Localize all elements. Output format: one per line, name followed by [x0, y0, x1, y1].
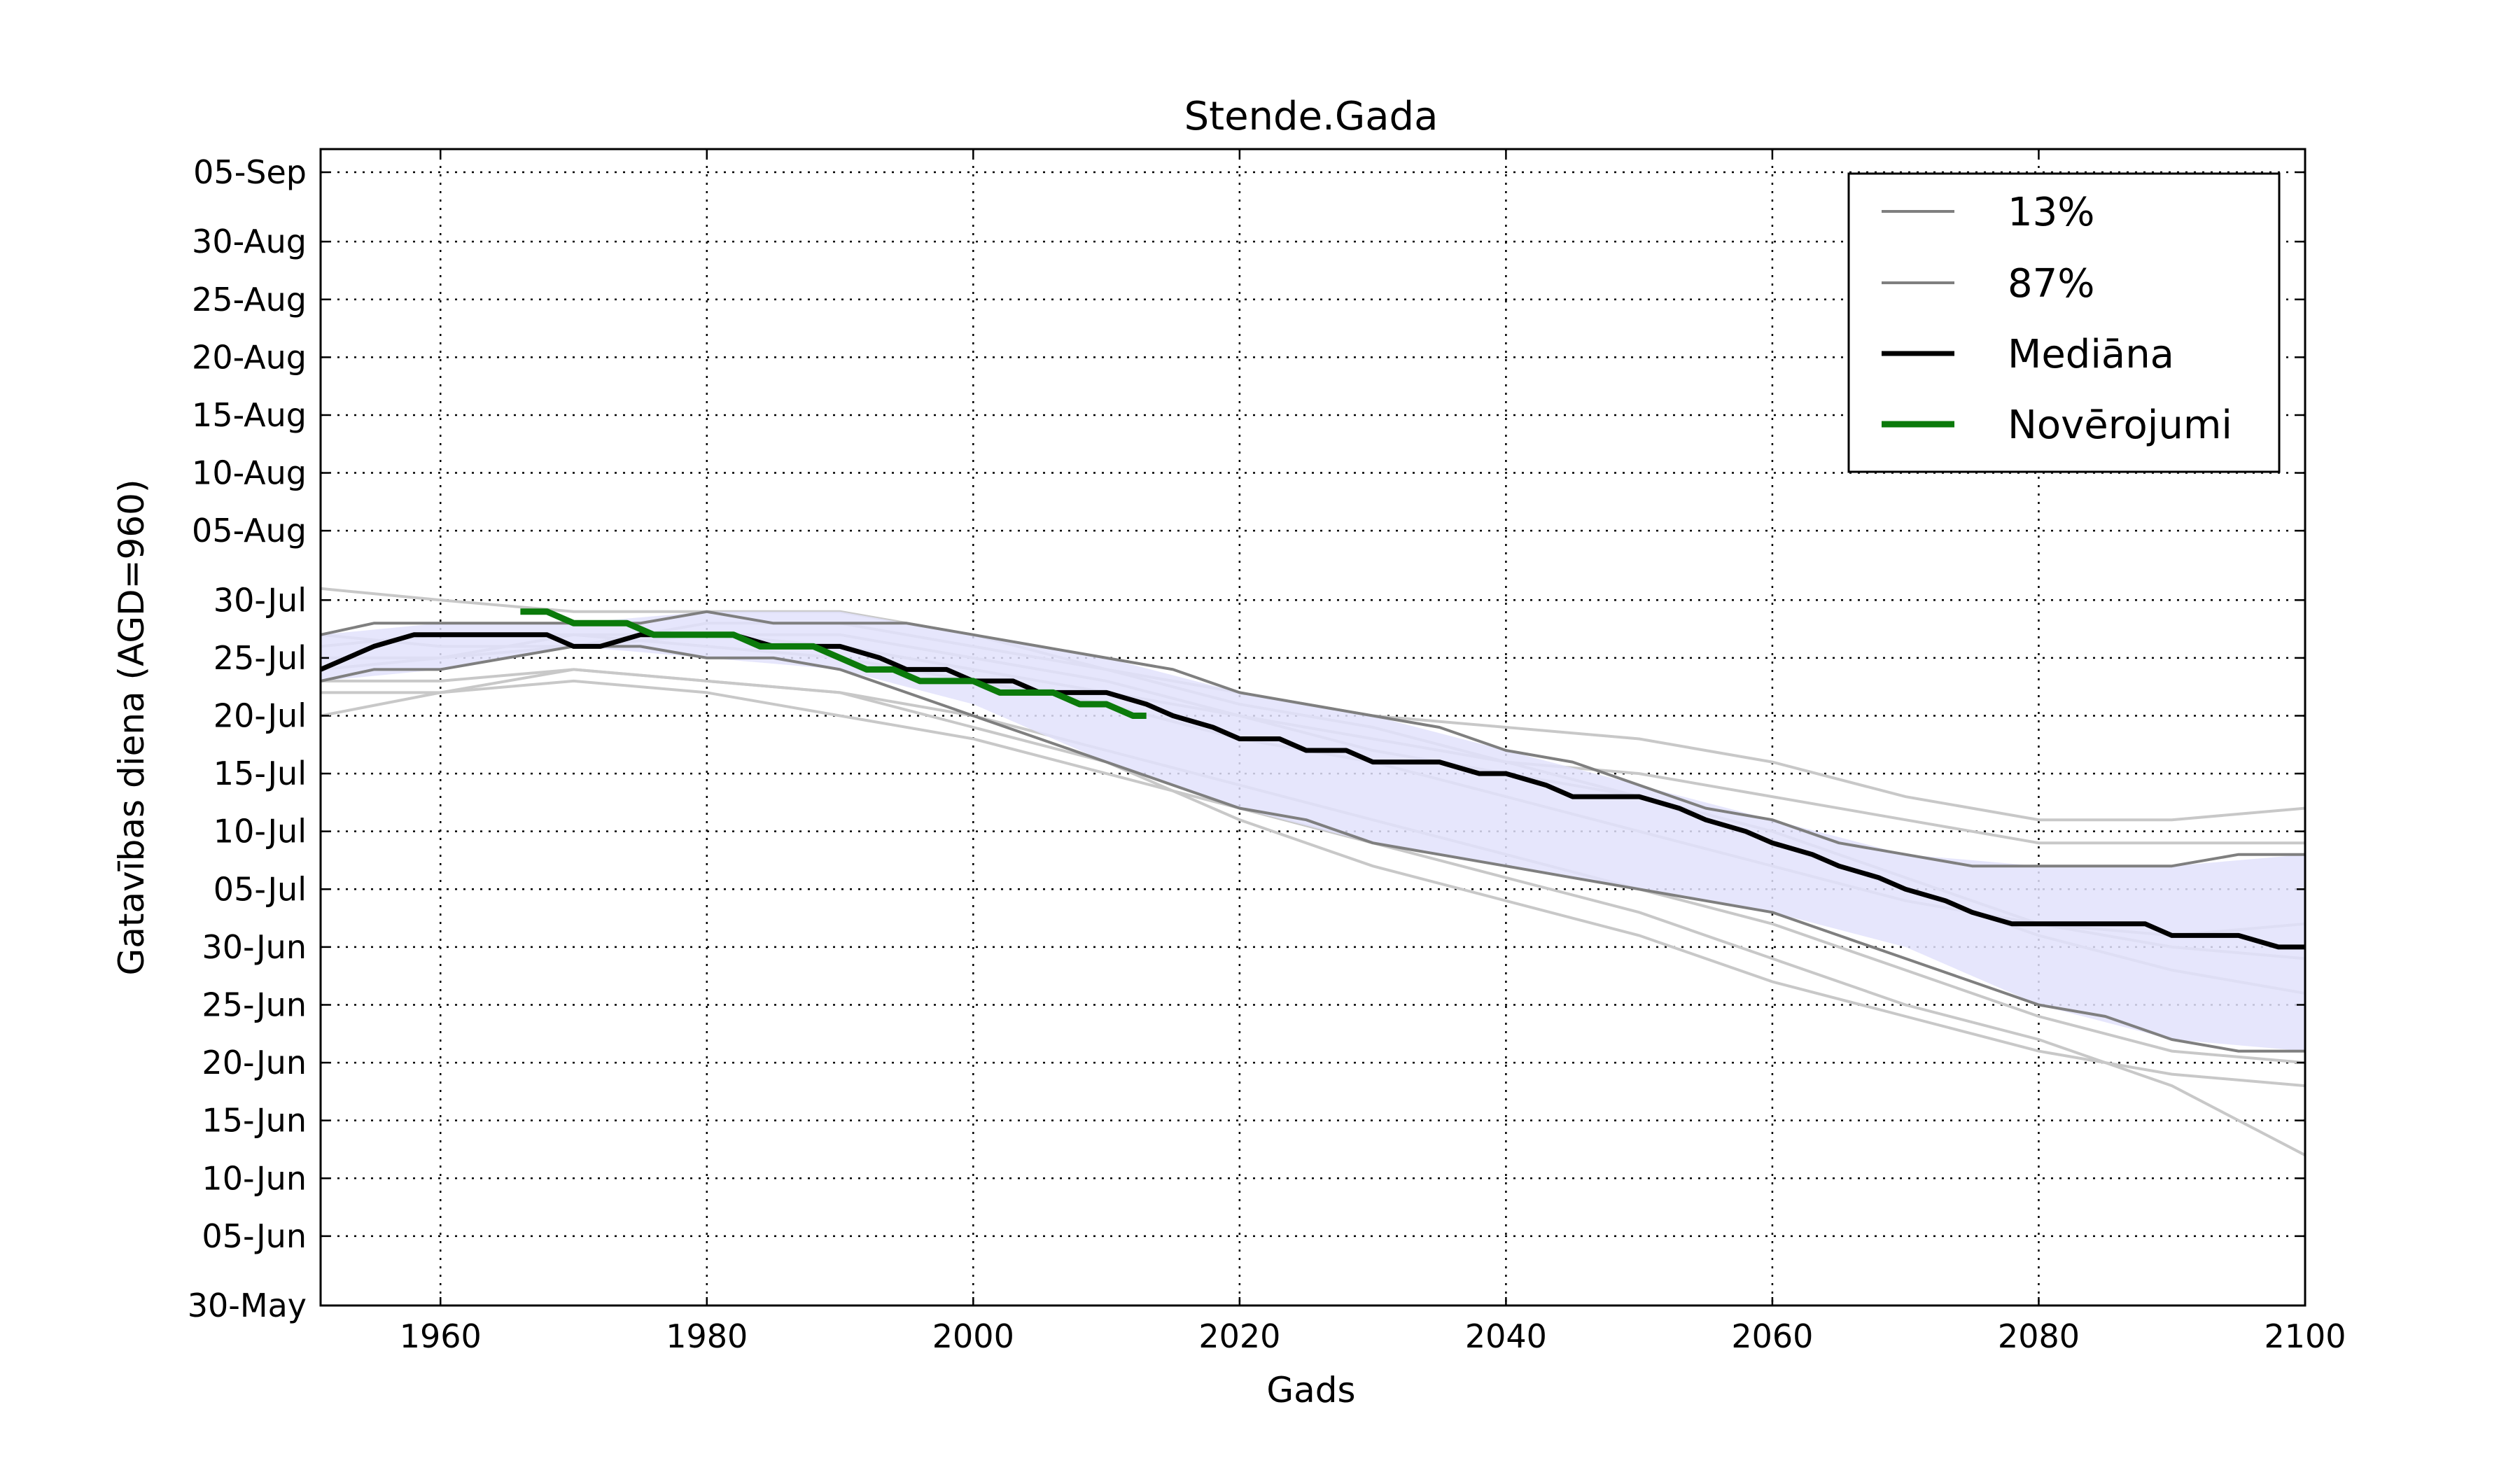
y-tick-label: 15-Jun [202, 1102, 307, 1140]
y-tick-label: 05-Jun [202, 1217, 307, 1255]
series-line-87 [320, 610, 2305, 868]
y-tick-label: 30-Aug [192, 223, 307, 260]
legend-label-87: 87% [2008, 261, 2094, 307]
x-tick-label: 2060 [1731, 1317, 1813, 1355]
x-axis-label: Gads [1266, 1370, 1355, 1410]
x-tick-label: 2040 [1465, 1317, 1547, 1355]
legend: 13% 87% Mediāna Novērojumi [1847, 172, 2281, 473]
series-line-13 [320, 645, 2305, 1053]
series-line-noverojumi [520, 608, 1147, 719]
y-tick-label: 20-Aug [192, 338, 307, 376]
x-axis: 1960 1980 2000 2020 2040 2060 2080 2100 [400, 149, 2346, 1355]
ensemble-member-line [321, 679, 2306, 1156]
y-tick-label: 20-Jul [214, 696, 307, 734]
x-tick-label: 2000 [932, 1317, 1014, 1355]
y-tick-label: 25-Aug [192, 281, 307, 318]
chart-title: Stende.Gada [1184, 94, 1438, 139]
plot-area-frame [319, 148, 2306, 1307]
y-tick-label: 15-Jul [214, 755, 307, 792]
legend-label-mediana: Mediāna [2008, 332, 2174, 377]
y-tick-label: 30-May [188, 1287, 307, 1324]
legend-label-noverojumi: Novērojumi [2008, 402, 2232, 448]
y-tick-label: 05-Aug [192, 512, 307, 550]
y-tick-label: 15-Aug [192, 396, 307, 434]
y-tick-label: 05-Sep [193, 153, 307, 191]
legend-label-13: 13% [2008, 190, 2094, 235]
x-tick-label: 2020 [1198, 1317, 1280, 1355]
y-tick-label: 25-Jul [214, 639, 307, 677]
x-tick-label: 1960 [400, 1317, 482, 1355]
y-tick-label: 10-Jun [202, 1159, 307, 1197]
y-tick-label: 30-Jun [202, 928, 307, 966]
series-line-mediana [319, 632, 2305, 950]
x-tick-label: 2080 [1998, 1317, 2080, 1355]
y-tick-label: 10-Jul [214, 813, 307, 850]
y-axis-label: Gatavības diena (AGD=960) [111, 479, 152, 976]
x-tick-label: 1980 [666, 1317, 748, 1355]
series-lines [319, 608, 2305, 1053]
y-axis: 30-May 05-Jun 10-Jun 15-Jun 20-Jun 25-Jun 30-J… [188, 153, 2305, 1324]
y-tick-label: 30-Jul [214, 581, 307, 619]
y-tick-label: 25-Jun [202, 986, 307, 1023]
y-tick-label: 10-Aug [192, 454, 307, 492]
y-tick-label: 05-Jul [214, 870, 307, 908]
x-tick-label: 2100 [2264, 1317, 2346, 1355]
y-tick-label: 20-Jun [202, 1044, 307, 1082]
